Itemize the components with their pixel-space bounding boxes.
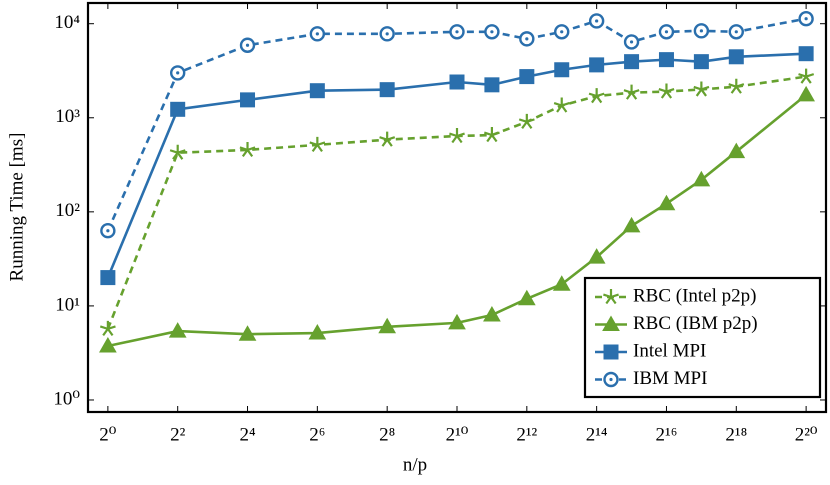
triangle-marker (552, 275, 571, 291)
x-tick-label: 2¹² (516, 424, 537, 445)
star-marker (798, 68, 815, 84)
series-line (106, 17, 807, 232)
square-marker (624, 54, 640, 70)
y-tick-label: 10¹ (55, 294, 80, 315)
circle-marker-dot (455, 30, 459, 34)
circle-marker-dot (804, 17, 808, 21)
legend-label: Intel MPI (633, 340, 706, 361)
legend-label: RBC (Intel p2p) (633, 285, 757, 306)
star-marker (483, 127, 500, 143)
star-marker (169, 144, 186, 160)
star-marker (239, 141, 256, 158)
star-marker (449, 127, 465, 144)
triangle-marker (483, 306, 501, 322)
x-tick-label: 2²⁰ (795, 424, 818, 445)
star-marker (603, 289, 619, 305)
square-marker (309, 83, 325, 99)
y-tick-label: 10⁰ (53, 388, 80, 409)
star-marker (553, 97, 570, 113)
circle-marker-dot (609, 377, 613, 382)
square-marker (658, 52, 674, 68)
triangle-marker (797, 85, 815, 102)
legend-label: RBC (IBM p2p) (633, 313, 758, 334)
circle-marker-dot (176, 71, 180, 75)
x-tick-label: 2¹⁴ (586, 424, 608, 445)
circle-marker-dot (595, 19, 599, 23)
square-marker (728, 49, 744, 65)
x-axis-label: n/p (403, 454, 427, 475)
triangle-marker (448, 313, 466, 330)
legend-label: IBM MPI (633, 368, 707, 389)
star-marker (99, 320, 116, 336)
square-marker (240, 92, 256, 108)
square-marker (589, 57, 605, 73)
star-marker (623, 84, 640, 100)
circle-marker-dot (629, 40, 634, 44)
triangle-marker (99, 336, 117, 353)
square-marker (484, 77, 500, 93)
square-marker (798, 46, 814, 62)
star-marker (309, 136, 326, 152)
star-marker (379, 131, 396, 147)
triangle-marker (517, 289, 536, 306)
square-marker (554, 62, 570, 78)
square-marker (603, 344, 619, 360)
circle-marker-dot (315, 32, 319, 36)
triangle-marker (587, 248, 606, 264)
y-tick-label: 10² (55, 200, 80, 221)
triangle-marker (657, 194, 676, 211)
x-tick-label: 2⁸ (379, 424, 395, 445)
square-marker (693, 54, 709, 70)
square-marker (379, 82, 395, 98)
star-marker (658, 83, 675, 99)
circle-marker-dot (734, 30, 738, 34)
triangle-marker (238, 325, 257, 341)
y-tick-label: 10³ (55, 106, 80, 127)
circle-marker-dot (245, 43, 250, 47)
x-tick-label: 2⁶ (309, 424, 325, 445)
circle-marker-dot (525, 37, 529, 41)
x-tick-label: 2¹⁸ (725, 424, 747, 445)
circle-marker-dot (560, 30, 564, 34)
triangle-marker (727, 142, 746, 159)
triangle-marker (602, 315, 620, 331)
y-tick-label: 10⁴ (54, 12, 80, 33)
x-tick-label: 2¹⁶ (656, 424, 678, 445)
star-marker (588, 88, 605, 104)
x-tick-label: 2¹⁰ (446, 424, 469, 445)
triangle-marker (168, 322, 187, 338)
x-tick-label: 2² (170, 424, 186, 445)
y-axis-label: Running Time [ms] (6, 133, 27, 282)
square-marker (100, 270, 116, 286)
plot-frame (86, 1, 828, 414)
x-tick-label: 2⁰ (99, 424, 117, 445)
triangle-marker (622, 216, 641, 233)
star-marker (728, 78, 745, 94)
x-tick-label: 2⁴ (239, 424, 256, 445)
circle-marker-dot (699, 29, 703, 33)
square-marker (449, 74, 465, 90)
circle-marker-dot (106, 229, 110, 233)
triangle-marker (308, 324, 327, 340)
circle-marker-dot (490, 30, 494, 34)
square-marker (170, 101, 186, 117)
circle-marker-dot (385, 32, 389, 36)
triangle-marker (692, 170, 711, 187)
circle-marker-dot (664, 30, 669, 34)
star-marker (518, 113, 535, 129)
square-marker (519, 69, 535, 85)
star-marker (693, 81, 710, 97)
triangle-marker (378, 317, 397, 334)
